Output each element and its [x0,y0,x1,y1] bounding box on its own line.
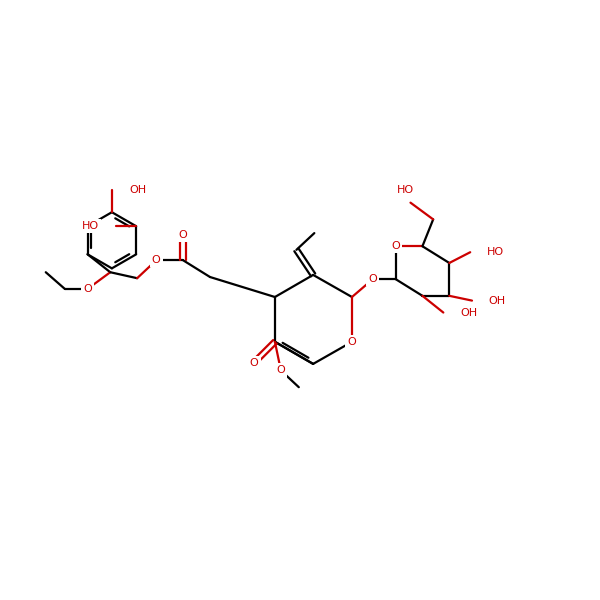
Text: HO: HO [487,247,504,257]
Text: O: O [250,358,259,368]
Text: O: O [368,274,377,284]
Text: O: O [179,230,187,240]
Text: HO: HO [82,221,98,231]
Text: OH: OH [130,185,147,194]
Text: OH: OH [489,296,506,305]
Text: O: O [152,255,161,265]
Text: HO: HO [397,185,414,194]
Text: O: O [83,284,92,294]
Text: O: O [347,337,356,347]
Text: O: O [277,365,285,376]
Text: O: O [391,241,400,251]
Text: OH: OH [460,308,477,317]
